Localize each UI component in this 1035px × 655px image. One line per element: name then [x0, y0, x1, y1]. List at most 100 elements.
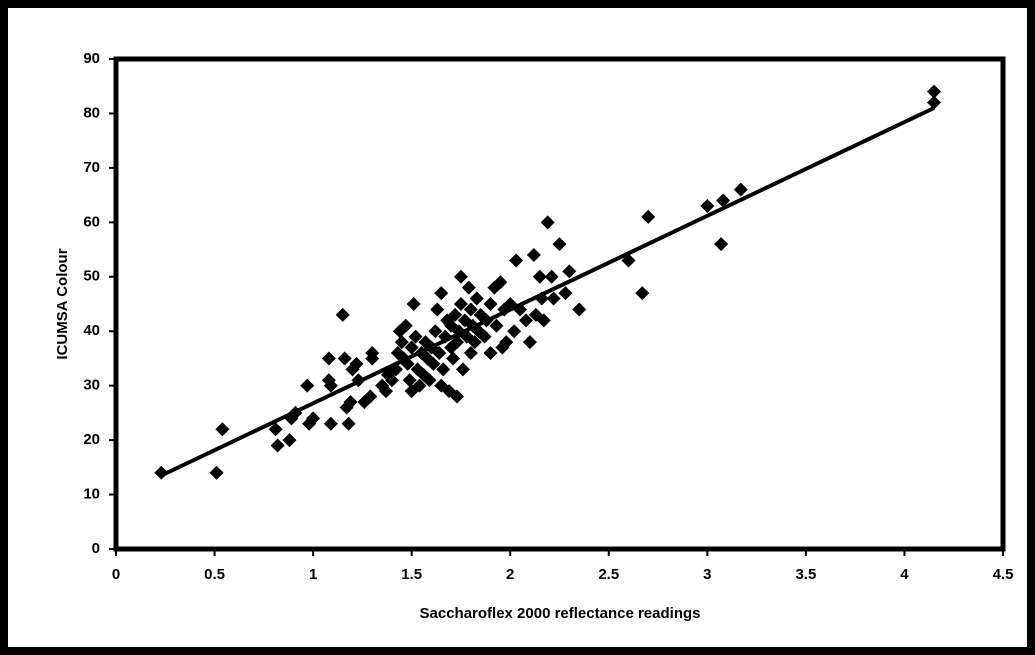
point [341, 416, 356, 431]
point [321, 351, 336, 366]
point [446, 351, 461, 366]
x-tick-label: 3.5 [795, 566, 816, 583]
y-axis-label: ICUMSA Colour [54, 248, 71, 359]
point [384, 373, 399, 388]
y-tick-label: 0 [92, 540, 100, 557]
point [572, 302, 587, 317]
x-tick-label: 1.5 [401, 566, 422, 583]
point [493, 275, 508, 290]
y-tick-label: 60 [83, 213, 100, 230]
point [455, 362, 470, 377]
point [499, 335, 514, 350]
point [408, 329, 423, 344]
point [209, 465, 224, 480]
point [450, 389, 465, 404]
point [335, 307, 350, 322]
point [422, 373, 437, 388]
point [507, 324, 522, 339]
y-tick-label: 30 [83, 377, 100, 394]
point [477, 329, 492, 344]
point [436, 362, 451, 377]
point [522, 335, 537, 350]
point [641, 209, 656, 224]
y-tick-label: 10 [83, 486, 100, 503]
point [716, 193, 731, 208]
point [526, 248, 541, 262]
x-tick-label: 4.5 [993, 566, 1014, 583]
point [402, 373, 417, 388]
point [432, 346, 447, 360]
x-axis-label: Saccharoflex 2000 reflectance readings [420, 605, 701, 622]
point [412, 378, 427, 393]
point [536, 313, 551, 328]
point [546, 291, 561, 306]
point [270, 438, 285, 453]
y-tick-label: 90 [83, 50, 100, 67]
y-tick-label: 40 [83, 322, 100, 339]
point [434, 286, 449, 301]
point [552, 237, 567, 252]
point [406, 297, 421, 311]
point [453, 297, 468, 311]
point [300, 378, 315, 393]
point [489, 318, 504, 333]
y-tick-label: 80 [83, 104, 100, 121]
point [518, 313, 533, 328]
point [509, 253, 524, 268]
point [430, 302, 445, 317]
x-tick-label: 1 [309, 566, 317, 583]
point [544, 269, 559, 284]
point [469, 291, 484, 306]
point [927, 95, 942, 110]
point [540, 215, 555, 230]
point [349, 356, 364, 371]
point [365, 346, 380, 360]
point [282, 433, 297, 448]
point [558, 286, 573, 301]
point [398, 318, 413, 333]
point [927, 84, 942, 99]
plot-frame [113, 56, 1006, 552]
point [404, 340, 419, 355]
point [363, 389, 378, 404]
point [532, 269, 547, 284]
point [453, 269, 468, 284]
y-tick-label: 70 [83, 159, 100, 176]
point [306, 411, 321, 426]
point [379, 384, 394, 399]
point [463, 346, 478, 360]
trendline [160, 106, 935, 478]
point [562, 264, 577, 279]
point [463, 302, 478, 317]
point [700, 199, 715, 213]
point [343, 395, 358, 409]
point [714, 237, 729, 252]
y-tick-label: 20 [83, 431, 100, 448]
point [483, 346, 498, 360]
point [483, 297, 498, 311]
point [323, 378, 338, 393]
y-tick-label: 50 [83, 268, 100, 285]
point [428, 324, 443, 339]
x-tick-label: 3 [703, 566, 711, 583]
point [394, 335, 409, 350]
point [635, 286, 650, 301]
point [323, 416, 338, 431]
point [154, 465, 169, 480]
point [448, 307, 463, 322]
x-tick-label: 2.5 [598, 566, 619, 583]
point [268, 422, 283, 437]
point [733, 182, 748, 197]
x-tick-label: 4 [900, 566, 909, 583]
point [467, 335, 482, 350]
point [426, 356, 441, 371]
point [461, 280, 476, 295]
point [215, 422, 230, 437]
x-tick-label: 0.5 [204, 566, 225, 583]
x-tick-label: 0 [112, 566, 120, 583]
point [337, 351, 352, 366]
x-tick-label: 2 [506, 566, 514, 583]
